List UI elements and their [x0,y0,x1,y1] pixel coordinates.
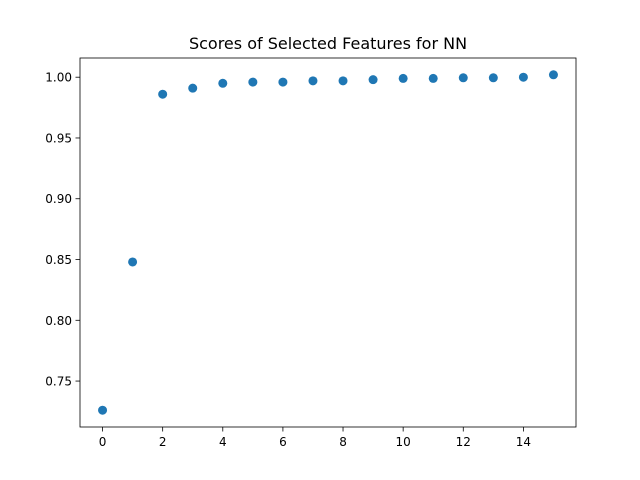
y-tick-label: 0.80 [45,314,72,328]
data-points [98,70,558,415]
chart-title: Scores of Selected Features for NN [189,34,467,53]
data-point [368,75,378,85]
y-tick-label: 0.95 [45,131,72,145]
x-tick-label: 6 [279,435,287,449]
x-tick-label: 4 [219,435,227,449]
plot-area [79,57,577,428]
y-tick-label: 0.75 [45,375,72,389]
y-tick-label: 0.85 [45,253,72,267]
x-tick-label: 0 [99,435,107,449]
data-point [398,73,408,83]
data-point [338,76,348,86]
data-point [428,73,438,83]
data-point [128,257,138,267]
data-point [98,405,108,415]
data-point [158,89,168,99]
data-point [248,77,258,87]
x-tick-label: 12 [456,435,471,449]
data-point [308,76,318,86]
data-point [188,83,198,93]
x-tick-label: 8 [339,435,347,449]
data-point [278,77,288,87]
data-point [218,78,228,88]
y-tick-label: 1.00 [45,71,72,85]
y-axis: 0.75 0.80 0.85 0.90 0.95 1.00 [45,71,80,389]
x-axis: 0 2 4 6 8 10 12 14 [99,427,531,449]
data-point [488,73,498,83]
data-point [458,73,468,83]
x-tick-label: 14 [516,435,531,449]
data-point [518,72,528,82]
data-point [548,70,558,80]
y-tick-label: 0.90 [45,192,72,206]
x-tick-label: 10 [396,435,411,449]
x-tick-label: 2 [159,435,167,449]
plot-frame [79,57,577,428]
